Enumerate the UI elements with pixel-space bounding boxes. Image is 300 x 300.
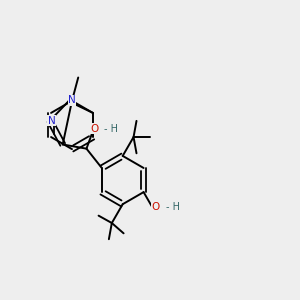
- Text: - H: - H: [103, 124, 118, 134]
- Text: O: O: [152, 202, 160, 212]
- Text: N: N: [47, 116, 55, 126]
- Text: O: O: [90, 124, 98, 134]
- Text: - H: - H: [166, 202, 180, 212]
- Text: N: N: [68, 95, 76, 105]
